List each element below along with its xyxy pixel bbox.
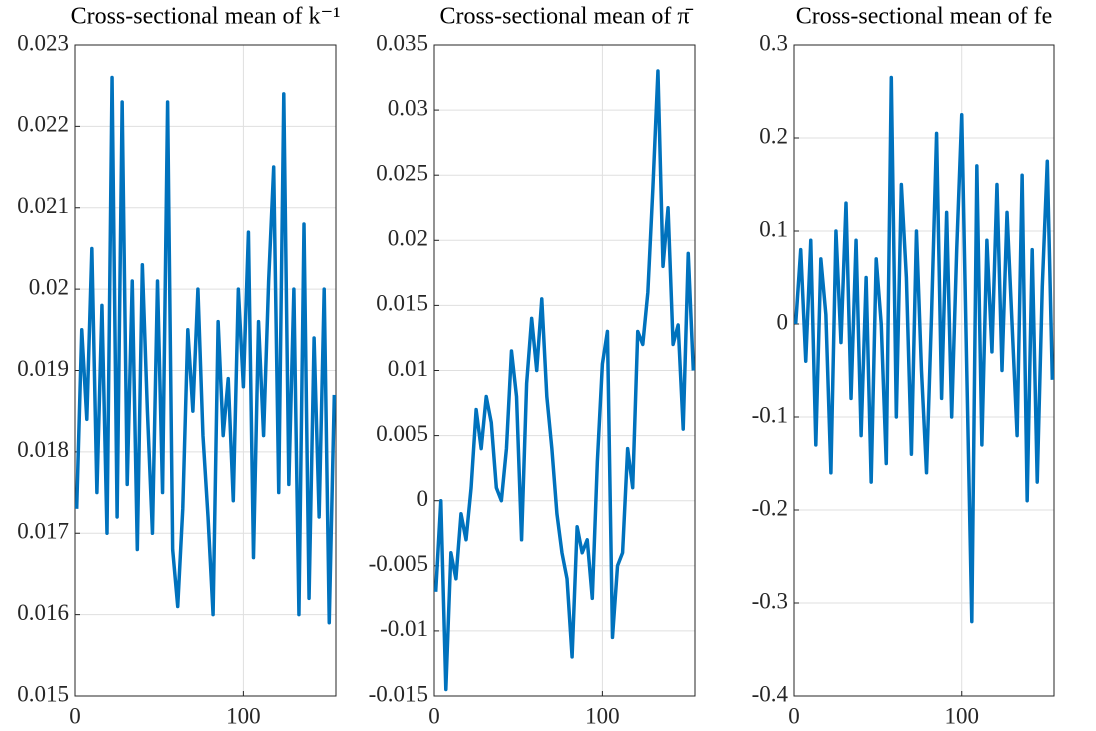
y-tick-label: 0.2 [759, 123, 788, 148]
y-tick-label: 0.1 [759, 216, 788, 241]
data-line [434, 69, 695, 692]
x-tick-label: 0 [788, 703, 800, 728]
chart-title: Cross-sectional mean of π̄ [439, 4, 693, 30]
y-tick-label: -0.1 [752, 402, 788, 427]
x-tick-label: 100 [585, 703, 620, 728]
y-tick-label: -0.015 [369, 681, 428, 706]
y-tick-label: 0.015 [376, 291, 428, 316]
y-tick-label: 0.3 [759, 30, 788, 55]
y-tick-label: 0.03 [388, 95, 428, 120]
y-tick-label: 0.019 [17, 356, 69, 381]
y-tick-label: 0 [417, 486, 429, 511]
y-tick-label: 0.005 [376, 421, 428, 446]
axes-box [433, 44, 696, 697]
y-tick-label: -0.3 [752, 588, 788, 613]
y-tick-label: 0.01 [388, 356, 428, 381]
y-tick-label: 0.025 [376, 160, 428, 185]
y-tick-label: -0.2 [752, 495, 788, 520]
y-tick-label: 0.02 [388, 226, 428, 251]
x-tick-label: 0 [69, 703, 81, 728]
axes-box [74, 44, 337, 697]
y-tick-label: 0.015 [17, 681, 69, 706]
y-tick-label: 0.035 [376, 30, 428, 55]
data-line [794, 75, 1054, 624]
y-tick-label: 0.021 [17, 193, 69, 218]
y-tick-label: -0.4 [752, 681, 789, 706]
y-tick-label: -0.005 [369, 551, 428, 576]
x-tick-label: 100 [226, 703, 261, 728]
x-tick-label: 0 [428, 703, 440, 728]
axes-box [793, 44, 1055, 697]
y-tick-label: -0.01 [380, 616, 428, 641]
x-tick-label: 100 [944, 703, 979, 728]
y-tick-label: 0.022 [17, 112, 69, 137]
data-line [75, 75, 336, 625]
y-tick-label: 0.018 [17, 437, 69, 462]
chart-title: Cross-sectional mean of k⁻¹ [71, 4, 341, 30]
y-tick-label: 0.017 [17, 519, 69, 544]
plot-area [794, 45, 1054, 696]
y-tick-label: 0.02 [29, 274, 69, 299]
y-tick-label: 0.023 [17, 30, 69, 55]
chart-title: Cross-sectional mean of fe [796, 4, 1053, 30]
y-tick-label: 0 [777, 309, 789, 334]
y-tick-label: 0.016 [17, 600, 69, 625]
